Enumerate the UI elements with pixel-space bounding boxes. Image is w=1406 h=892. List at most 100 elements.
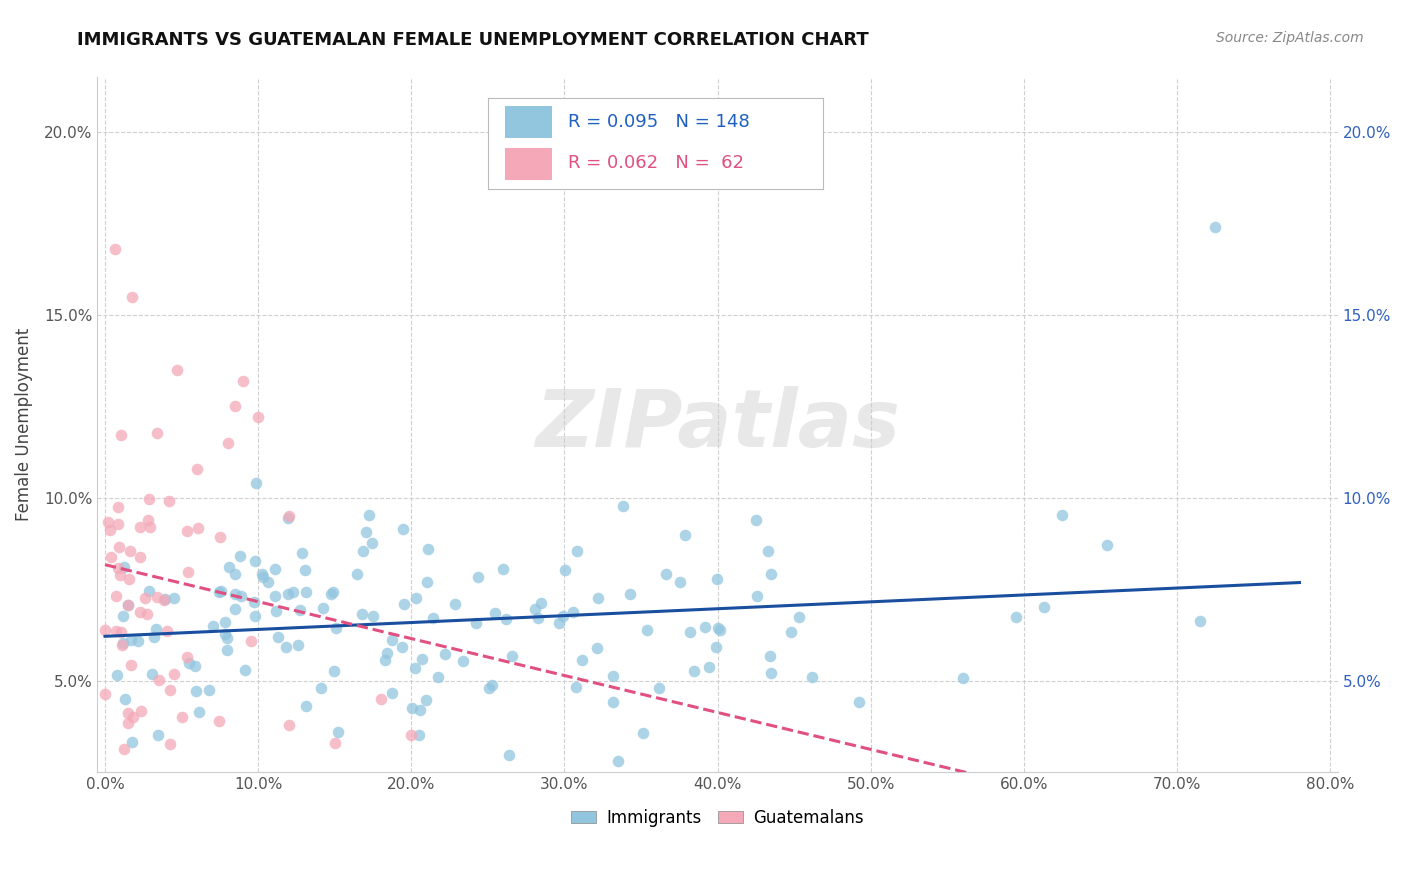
Point [602,669,624,683]
Point [224,566,246,581]
Point [571,653,593,667]
Point [451,655,474,669]
Point [117,716,139,731]
Point [155,591,177,606]
Point [111,639,134,653]
Point [548,616,571,631]
Point [1188,615,1211,629]
Point [229,549,252,563]
Point [108,568,131,582]
Point [391,640,413,655]
Point [156,624,179,638]
Point [693,620,716,634]
Point [789,610,811,624]
Point [527,611,550,625]
Point [129,520,152,534]
Point [120,658,142,673]
Point [107,500,129,514]
Point [745,513,768,527]
Point [166,363,188,377]
Point [707,621,730,635]
Point [277,717,299,731]
Point [232,374,254,388]
Point [501,648,523,663]
Point [145,623,167,637]
Point [122,710,145,724]
Point [283,585,305,599]
Point [202,619,225,633]
Point [104,589,127,603]
Point [121,735,143,749]
Point [295,584,318,599]
Point [240,633,263,648]
Point [326,724,349,739]
Point [229,589,252,603]
Point [208,530,231,544]
Point [186,461,208,475]
Point [288,603,311,617]
Point [170,710,193,724]
Point [484,607,506,621]
Point [94,687,117,701]
Point [405,591,427,606]
Point [312,601,335,615]
Point [391,522,413,536]
Point [107,516,129,531]
Point [120,544,142,558]
Point [706,572,728,586]
Point [176,524,198,538]
Point [217,632,239,646]
Point [97,516,120,530]
Point [184,684,207,698]
Point [394,598,416,612]
Point [214,627,236,641]
Point [381,632,404,647]
Point [586,640,609,655]
Point [105,667,128,681]
Point [136,513,159,527]
Point [112,559,135,574]
Point [104,242,127,256]
Point [187,521,209,535]
Point [263,561,285,575]
Point [117,598,139,612]
Point [565,544,588,558]
Point [94,624,117,638]
Point [267,630,290,644]
Point [498,747,520,762]
Point [408,728,430,742]
Point [800,670,823,684]
Point [294,563,316,577]
Point [648,681,671,696]
Point [112,742,135,756]
Point [478,681,501,695]
Point [564,680,586,694]
Point [636,624,658,638]
Point [409,703,432,717]
Point [135,607,157,621]
Point [411,651,433,665]
Point [356,524,378,539]
Text: Source: ZipAtlas.com: Source: ZipAtlas.com [1216,31,1364,45]
Point [263,589,285,603]
Point [177,565,200,579]
Point [1204,220,1226,235]
Point [224,602,246,616]
Point [120,633,142,648]
Point [148,728,170,742]
Point [434,648,457,662]
Point [117,598,139,612]
Point [1032,599,1054,614]
Point [370,692,392,706]
Point [848,695,870,709]
Point [422,611,444,625]
Point [277,510,299,524]
Point [157,493,180,508]
Point [114,691,136,706]
Point [465,615,488,630]
Point [619,587,641,601]
Point [416,541,439,556]
Point [1050,508,1073,522]
Point [352,544,374,558]
Point [187,705,209,719]
